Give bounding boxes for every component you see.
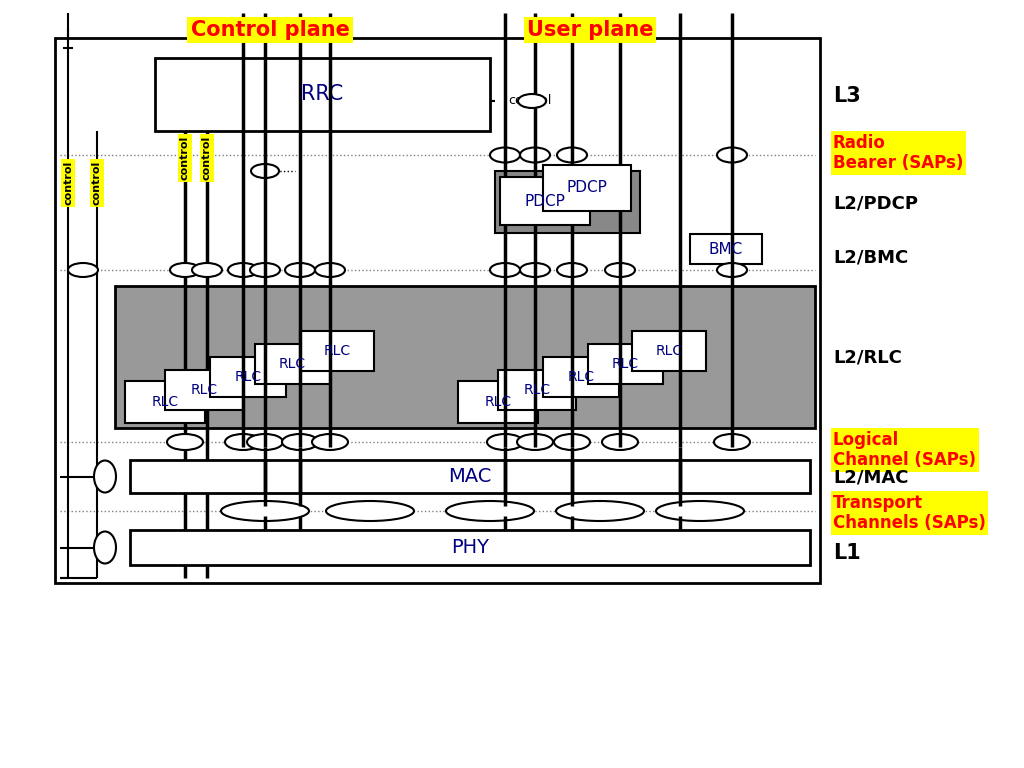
Ellipse shape <box>228 263 258 277</box>
Ellipse shape <box>520 147 550 163</box>
Ellipse shape <box>247 434 283 450</box>
Text: PHY: PHY <box>451 538 489 557</box>
Text: control: control <box>508 94 551 108</box>
Text: Radio
Bearer (SAPs): Radio Bearer (SAPs) <box>833 134 964 172</box>
Ellipse shape <box>251 164 279 178</box>
Ellipse shape <box>714 434 750 450</box>
Text: control: control <box>202 136 212 180</box>
Text: PDCP: PDCP <box>566 180 607 196</box>
Text: L2/BMC: L2/BMC <box>833 249 908 267</box>
Ellipse shape <box>221 501 309 521</box>
Bar <box>255 344 330 384</box>
Text: MAC: MAC <box>449 467 492 486</box>
Ellipse shape <box>717 147 746 163</box>
Bar <box>155 58 490 131</box>
Text: RLC: RLC <box>234 370 261 384</box>
Bar <box>130 460 810 493</box>
Text: PDCP: PDCP <box>524 194 565 208</box>
Text: Transport
Channels (SAPs): Transport Channels (SAPs) <box>833 494 986 532</box>
Text: RLC: RLC <box>484 395 512 409</box>
Bar <box>210 357 286 397</box>
Bar <box>495 171 640 233</box>
Ellipse shape <box>557 147 587 163</box>
Ellipse shape <box>250 263 280 277</box>
Ellipse shape <box>94 461 116 492</box>
Text: L1: L1 <box>833 543 861 563</box>
Ellipse shape <box>193 263 222 277</box>
Ellipse shape <box>282 434 318 450</box>
Ellipse shape <box>487 434 523 450</box>
Text: BMC: BMC <box>709 241 743 257</box>
Ellipse shape <box>605 263 635 277</box>
Ellipse shape <box>517 434 553 450</box>
Text: L2/PDCP: L2/PDCP <box>833 194 918 212</box>
Ellipse shape <box>556 501 644 521</box>
Text: RRC: RRC <box>301 84 344 104</box>
Ellipse shape <box>285 263 315 277</box>
Ellipse shape <box>68 263 98 277</box>
Text: L2/MAC: L2/MAC <box>833 469 908 487</box>
Text: RLC: RLC <box>567 370 595 384</box>
Ellipse shape <box>520 263 550 277</box>
Ellipse shape <box>717 263 746 277</box>
Text: RLC: RLC <box>324 344 350 358</box>
Bar <box>115 286 815 428</box>
Text: Logical
Channel (SAPs): Logical Channel (SAPs) <box>833 431 976 469</box>
Text: Control plane: Control plane <box>190 20 349 40</box>
Ellipse shape <box>557 263 587 277</box>
Ellipse shape <box>490 263 520 277</box>
Bar <box>125 381 205 423</box>
Bar <box>543 165 631 211</box>
Text: control: control <box>180 136 190 180</box>
Bar <box>588 344 663 384</box>
Text: User plane: User plane <box>526 20 653 40</box>
Text: RLC: RLC <box>190 383 217 397</box>
Ellipse shape <box>225 434 261 450</box>
Text: L3: L3 <box>833 86 861 106</box>
Text: L2/RLC: L2/RLC <box>833 349 902 367</box>
Bar <box>130 530 810 565</box>
Text: control: control <box>63 161 73 205</box>
Ellipse shape <box>656 501 744 521</box>
Text: RLC: RLC <box>612 357 639 371</box>
Text: RLC: RLC <box>279 357 306 371</box>
Bar <box>498 370 575 410</box>
Ellipse shape <box>518 94 546 108</box>
Ellipse shape <box>167 434 203 450</box>
Bar <box>55 38 820 583</box>
Ellipse shape <box>554 434 590 450</box>
Text: control: control <box>92 161 102 205</box>
Ellipse shape <box>312 434 348 450</box>
Bar <box>165 370 243 410</box>
Ellipse shape <box>315 263 345 277</box>
Ellipse shape <box>602 434 638 450</box>
Bar <box>500 177 590 225</box>
Bar <box>690 234 762 264</box>
Bar <box>632 331 706 371</box>
Ellipse shape <box>170 263 200 277</box>
Ellipse shape <box>94 531 116 564</box>
Ellipse shape <box>326 501 414 521</box>
Bar <box>458 381 538 423</box>
Bar <box>300 331 374 371</box>
Ellipse shape <box>490 147 520 163</box>
Text: RLC: RLC <box>523 383 551 397</box>
Text: RLC: RLC <box>152 395 178 409</box>
Ellipse shape <box>446 501 534 521</box>
Text: RLC: RLC <box>655 344 683 358</box>
Bar <box>543 357 618 397</box>
